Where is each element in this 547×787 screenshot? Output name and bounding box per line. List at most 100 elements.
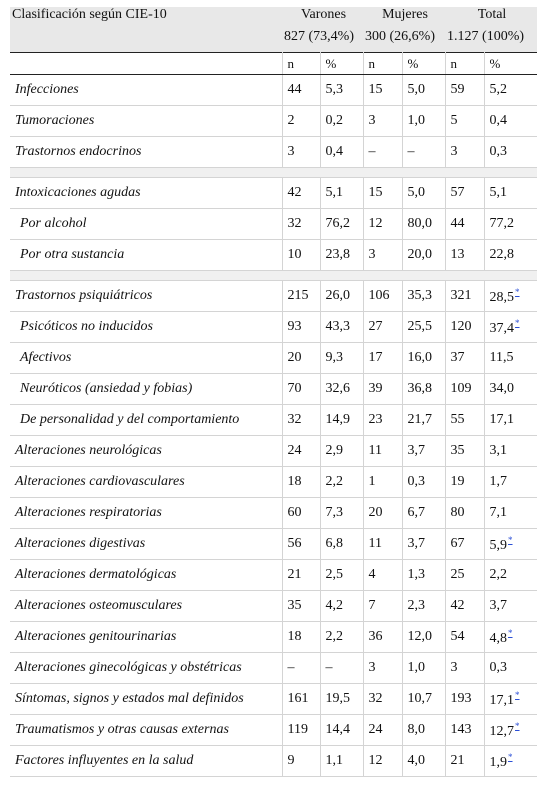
cell-value: 4,0 [407,753,426,768]
table-cell: 4,2 [320,590,364,622]
table-cell: 2,2 [320,466,364,498]
table-cell: 3 [445,136,485,168]
table-cell: 34,0 [484,373,538,405]
cell-value: 7,1 [489,505,508,520]
table-cell: 55 [445,404,485,436]
row-label: Alteraciones neurológicas [10,435,283,467]
table-cell: 93 [282,311,321,343]
row-label: Tumoraciones [10,105,283,137]
table-cell: 215 [282,280,321,312]
cell-value: 39 [368,381,383,396]
table-cell: 35 [445,435,485,467]
cell-value: 35 [450,443,465,458]
cell-value: 3 [368,660,376,675]
table-row: Por alcohol 32 76,2 12 80,0 44 77,2 [10,208,538,240]
cell-value: 1,7 [489,474,508,489]
table-cell: 12 [363,208,403,240]
column-header-n: n [363,52,403,75]
table-cell: 80,0 [402,208,446,240]
table-cell: 5,9* [484,528,538,560]
footnote-link[interactable]: * [515,286,520,297]
cell-value: 43,3 [325,319,351,334]
cell-value: 16,0 [407,350,433,365]
table-cell: 14,4 [320,714,364,746]
table-cell: 23,8 [320,239,364,271]
footnote-link[interactable]: * [508,751,513,762]
table-cell: 8,0 [402,714,446,746]
classification-header: Clasificación según CIE-10 [10,7,282,29]
table-cell: 22,8 [484,239,538,271]
table-cell: 32 [282,208,321,240]
table-cell: 4 [363,559,403,591]
table-cell: 6,7 [402,497,446,529]
table-cell: 5 [445,105,485,137]
cell-value: 120 [450,319,472,334]
row-label: Afectivos [10,342,283,374]
table-row: Síntomas, signos y estados mal definidos… [10,683,538,715]
table-cell: 19 [445,466,485,498]
table-cell: 15 [363,74,403,106]
table-cell: 32 [282,404,321,436]
diagnosis-table-container: Clasificación según CIE-10 Varones Mujer… [10,7,538,777]
cell-value: 56 [287,536,302,551]
table-cell: 18 [282,621,321,653]
cell-value: 3 [368,113,376,128]
cell-value: 109 [450,381,472,396]
row-label: Trastornos psiquiátricos [10,280,283,312]
table-cell: 1,7 [484,466,538,498]
table-cell: 193 [445,683,485,715]
cell-value: 1 [368,474,376,489]
table-cell: 11 [363,528,403,560]
table-cell: 57 [445,177,485,209]
table-cell: 7 [363,590,403,622]
row-label: Trastornos endocrinos [10,136,283,168]
table-cell: 1,0 [402,105,446,137]
table-cell: 17 [363,342,403,374]
table-cell: 35,3 [402,280,446,312]
row-label: Alteraciones ginecológicas y obstétricas [10,652,283,684]
cell-value: 0,3 [407,474,426,489]
table-cell: 143 [445,714,485,746]
footnote-link[interactable]: * [508,627,513,638]
cell-value: 321 [450,288,472,303]
table-cell: 7,1 [484,497,538,529]
table-cell: 1 [363,466,403,498]
footnote-link[interactable]: * [515,317,520,328]
cell-value: 18 [287,474,302,489]
table-cell: 2,3 [402,590,446,622]
table-cell: 2,2 [484,559,538,591]
cell-value: 23,8 [325,247,351,262]
table-cell: 36 [363,621,403,653]
footnote-link[interactable]: * [515,720,520,731]
cell-value: 14,4 [325,722,351,737]
table-cell: 2,2 [320,621,364,653]
table-cell: 3 [445,652,485,684]
footnote-link[interactable]: * [508,534,513,545]
table-cell: 5,1 [320,177,364,209]
table-cell: 3 [363,105,403,137]
table-cell: – [282,652,321,684]
spacer-cell [10,270,538,281]
cell-value: 2 [287,113,295,128]
row-label: Por otra sustancia [10,239,283,271]
cell-value: 1,3 [407,567,426,582]
table-cell: – [402,136,446,168]
table-cell: 39 [363,373,403,405]
footnote-link[interactable]: * [515,689,520,700]
table-cell: 3 [363,239,403,271]
table-cell: 56 [282,528,321,560]
table-row: Alteraciones cardiovasculares 18 2,2 1 0,3 19… [10,466,538,498]
cell-value: 106 [368,288,390,303]
table-cell: 80 [445,497,485,529]
cell-value: 21 [450,753,465,768]
table-cell: 21,7 [402,404,446,436]
table-cell: 9,3 [320,342,364,374]
cell-value: 4,2 [325,598,344,613]
cell-value: 32 [287,412,302,427]
cell-value: 9,3 [325,350,344,365]
table-cell: 161 [282,683,321,715]
cell-value: 9 [287,753,295,768]
cell-value: 3 [450,144,458,159]
table-row: Alteraciones osteomusculares 35 4,2 7 2,3 42 3… [10,590,538,622]
cell-value: 5,1 [325,185,344,200]
